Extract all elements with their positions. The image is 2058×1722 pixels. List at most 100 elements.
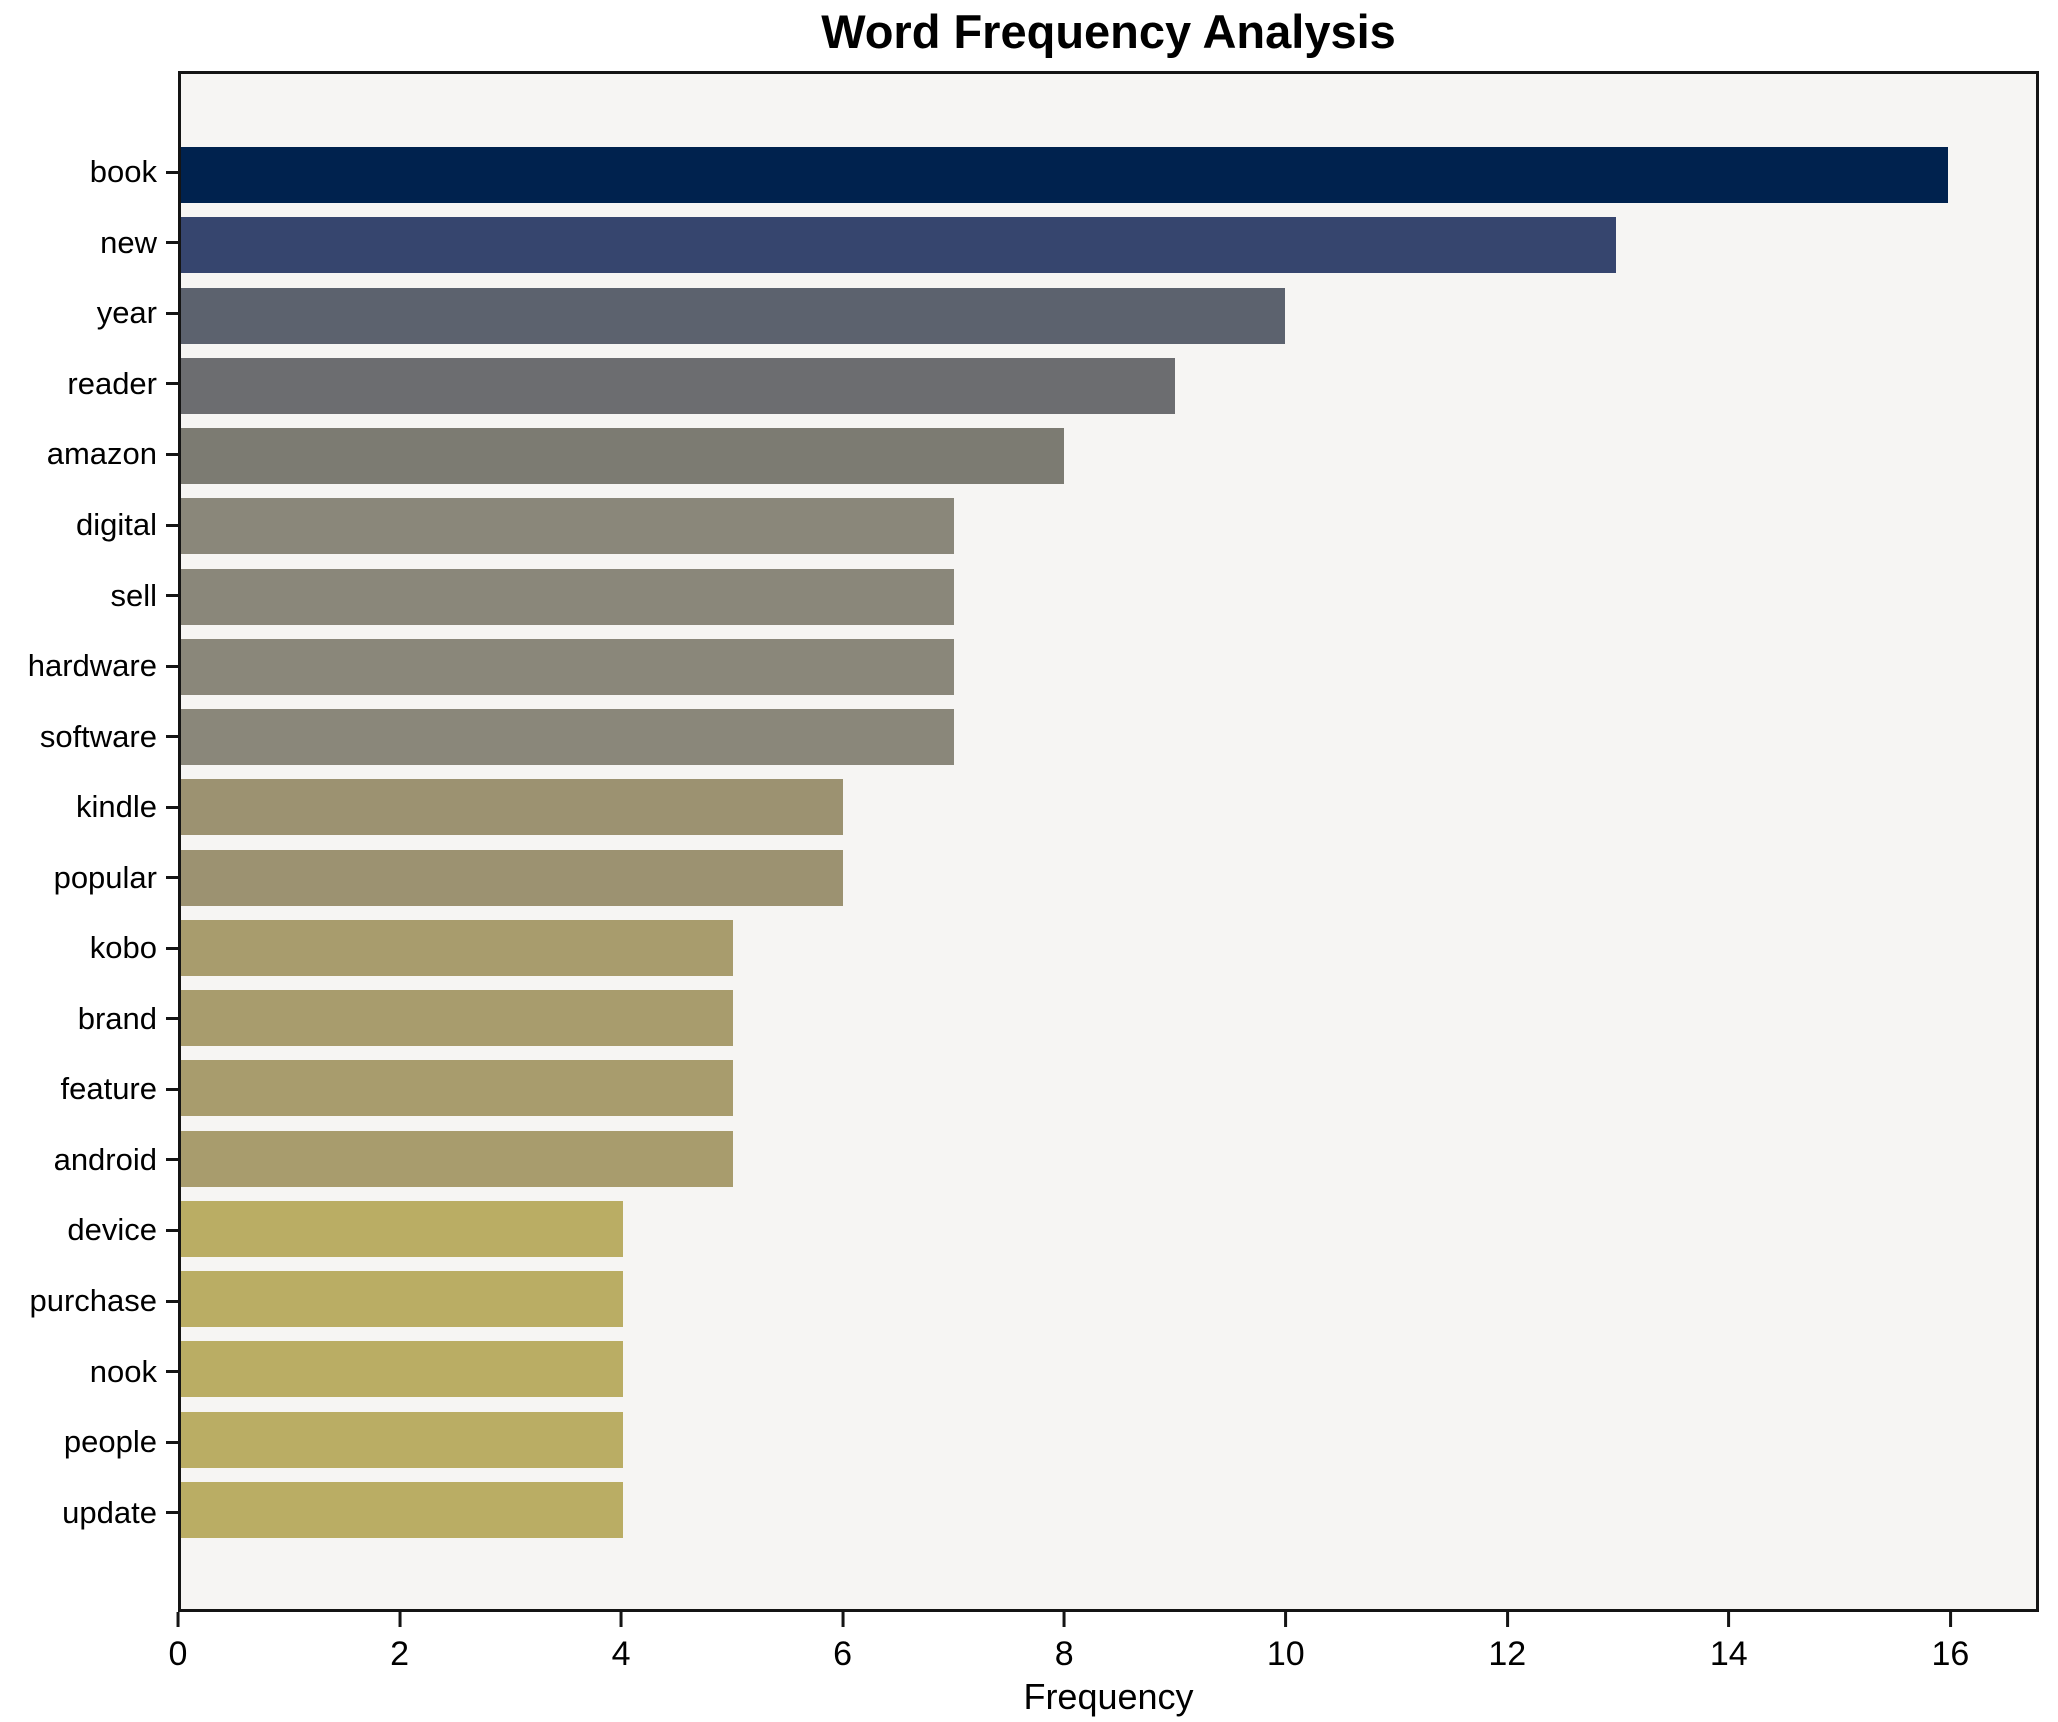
y-tick-row: kindle [0,772,178,843]
y-tick-mark [166,1370,178,1374]
bars-container [181,74,2036,1609]
y-tick-row: software [0,701,178,772]
y-tick-mark [166,1299,178,1303]
y-tick-label-kobo: kobo [89,930,157,966]
bar-row [181,491,2036,561]
y-tick-row: new [0,208,178,279]
bar-row [181,1334,2036,1404]
y-tick-mark [166,311,178,315]
y-tick-label-digital: digital [76,507,157,542]
y-tick-label-device: device [67,1212,157,1248]
y-tick-mark [166,1511,178,1515]
bar-row [181,1475,2036,1545]
bar-kindle [181,779,844,836]
y-tick-mark [166,876,178,880]
bar-row [181,983,2036,1053]
y-tick-row: people [0,1407,178,1478]
bar-kobo [181,919,734,976]
y-tick-row: amazon [0,419,178,490]
y-tick-label-android: android [53,1141,157,1177]
bar-row [181,1405,2036,1475]
x-tick: 16 [1931,1612,1969,1674]
bar-purchase [181,1271,623,1328]
x-tick-label-8: 8 [1054,1635,1074,1673]
y-tick-label-update: update [62,1494,157,1530]
y-tick-row: popular [0,842,178,913]
y-tick-mark [166,1158,178,1162]
bar-people [181,1411,623,1468]
y-tick-row: digital [0,490,178,561]
x-tick: 6 [833,1612,852,1674]
y-tick-label-hardware: hardware [27,648,157,684]
bar-nook [181,1341,623,1398]
y-tick-mark [166,1228,178,1232]
bar-row [181,1124,2036,1194]
y-tick-label-nook: nook [89,1353,157,1389]
bar-row [181,210,2036,280]
y-tick-row: brand [0,984,178,1055]
y-tick-mark [166,1017,178,1021]
x-tick-label-4: 4 [611,1635,631,1673]
bar-row [181,140,2036,210]
y-tick-mark [166,452,178,456]
bar-update [181,1481,623,1538]
y-tick-mark [166,241,178,245]
x-tick: 0 [168,1612,188,1674]
bar-row [181,843,2036,913]
y-tick-row: update [0,1477,178,1548]
x-tick-mark [1948,1612,1952,1627]
x-tick: 2 [390,1612,409,1674]
bar-amazon [181,428,1065,485]
bar-row [181,1264,2036,1334]
y-tick-mark [166,735,178,739]
x-tick: 8 [1055,1612,1074,1674]
y-tick-label-feature: feature [60,1071,157,1107]
x-tick-mark [1505,1612,1509,1627]
y-tick-mark [166,664,178,668]
x-tick-mark [1727,1612,1731,1627]
y-tick-row: book [0,137,178,208]
bar-row [181,632,2036,702]
bar-digital [181,498,954,555]
bar-row [181,421,2036,491]
y-tick-mark [166,805,178,809]
y-tick-label-year: year [96,295,157,331]
x-tick-mark [619,1612,623,1627]
bar-year [181,287,1286,344]
x-tick-mark [841,1612,845,1627]
y-tick-row: feature [0,1054,178,1125]
x-tick-label-12: 12 [1488,1635,1527,1673]
y-tick-row: kobo [0,913,178,984]
bar-row [181,1194,2036,1264]
y-tick-row: purchase [0,1266,178,1337]
x-tick: 10 [1267,1612,1305,1674]
y-tick-label-popular: popular [53,859,157,895]
y-tick-mark [166,1440,178,1444]
x-tick: 4 [612,1612,631,1674]
bar-device [181,1200,623,1257]
y-tick-mark [166,170,178,174]
y-tick-label-sell: sell [110,577,157,613]
y-tick-label-brand: brand [77,1000,157,1036]
y-tick-row: nook [0,1336,178,1407]
y-tick-row: android [0,1125,178,1196]
x-tick: 12 [1488,1612,1526,1674]
y-tick-label-amazon: amazon [46,436,157,472]
x-axis-label: Frequency [1023,1676,1194,1717]
x-tick-label-6: 6 [833,1635,853,1673]
chart-title: Word Frequency Analysis [821,5,1396,58]
bar-popular [181,849,844,906]
y-tick-label-new: new [100,224,157,260]
x-tick-label-0: 0 [168,1635,188,1673]
x-tick-mark [176,1612,180,1627]
x-tick-mark [398,1612,402,1627]
y-tick-row: sell [0,560,178,631]
bar-sell [181,568,954,625]
bar-software [181,709,954,766]
bar-row [181,913,2036,983]
bar-reader [181,357,1175,414]
x-tick-label-16: 16 [1931,1635,1970,1673]
plot-area [178,71,2039,1612]
x-tick: 14 [1710,1612,1748,1674]
